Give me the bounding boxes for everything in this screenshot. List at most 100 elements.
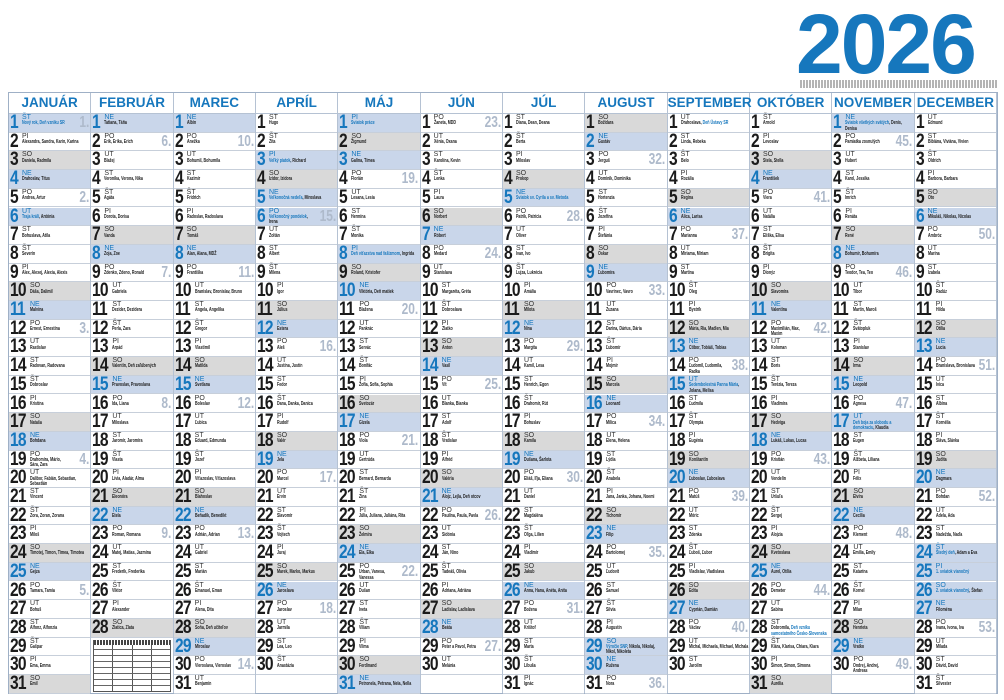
day-cell[interactable]: 20 ŠT Anabela <box>585 468 667 488</box>
day-cell[interactable]: 31 ŠT Silvester <box>914 674 996 694</box>
day-cell[interactable]: 10 ST Margaréta, Gréta <box>420 281 502 301</box>
day-cell[interactable]: 12 SO Otília <box>914 319 996 339</box>
day-cell[interactable]: 19 SO Konštantín <box>667 450 749 470</box>
day-cell[interactable]: 25 ST Frederik, Frederika <box>91 562 173 582</box>
day-cell[interactable]: 7 SO René <box>832 225 914 245</box>
day-cell[interactable]: 23 ŠT Vojtech <box>256 524 338 545</box>
day-cell[interactable]: 19 ŠT Alžbeta, Liliana <box>832 450 914 470</box>
day-cell[interactable]: 23 PO Adrián, Adrian 13. <box>173 524 255 545</box>
day-cell[interactable]: 14 PO Branislava, Bronislava 51. <box>914 356 996 376</box>
day-cell[interactable]: 4 ST Veronika, Verona, Nika <box>91 169 173 189</box>
day-cell[interactable]: 10 UT Branislav, Bronislav, Bruno <box>173 281 255 301</box>
day-cell[interactable]: 13 PO Margita 29. <box>503 337 585 358</box>
day-cell[interactable]: 21 ST Uršuľa <box>750 487 832 507</box>
day-cell[interactable]: 7 PO Marianna 37. <box>667 225 749 245</box>
day-cell[interactable]: 2 PO Anežka 10. <box>173 132 255 152</box>
day-cell[interactable]: 24 ŠT Ľuboš, Ľubor <box>667 543 749 563</box>
day-cell[interactable]: 27 PI Alexander <box>91 599 173 619</box>
day-cell[interactable]: 5 PI Laura <box>420 188 502 208</box>
day-cell[interactable]: 27 PO Jaroslav 18. <box>256 599 338 619</box>
day-cell[interactable]: 10 NE Viktória, Deň matiek <box>338 281 420 301</box>
day-cell[interactable]: 14 SO Valentín, Deň zaľúbených <box>91 356 173 376</box>
day-cell[interactable]: 2 ST Linda, Rebeka <box>667 132 749 152</box>
day-cell[interactable]: 26 UT Dušan <box>338 581 420 601</box>
day-cell[interactable]: 8 UT Marína <box>914 244 996 264</box>
day-cell[interactable]: 18 ŠT Vratislav <box>420 431 502 451</box>
day-cell[interactable]: 11 ST Dezider, Dezidera <box>91 300 173 320</box>
day-cell[interactable]: 8 SO Oskar <box>585 244 667 264</box>
day-cell[interactable]: 14 ST Radovan, Radovana <box>9 356 91 376</box>
day-cell[interactable]: 15 ST Henrich, Egon <box>503 375 585 395</box>
day-cell[interactable]: 27 ŠT Silvia <box>585 599 667 619</box>
day-cell[interactable]: 24 SO Timotej, Timon, Tímea, Timotea <box>9 543 91 563</box>
day-cell[interactable]: 1 PO Žaneta, MDD 23. <box>420 113 502 133</box>
day-cell[interactable]: 3 ŠT Oldrich <box>914 150 996 171</box>
day-cell[interactable]: 28 SO Henrieta <box>832 618 914 638</box>
day-cell[interactable]: 6 SO Norbert <box>420 207 502 227</box>
day-cell[interactable]: 17 PI Bohuslav <box>503 412 585 432</box>
day-cell[interactable]: 17 UT Ľubica <box>173 412 255 432</box>
day-cell[interactable]: 2 ŠT Berta <box>503 132 585 152</box>
day-cell[interactable]: 16 NE Leonard <box>585 394 667 414</box>
day-cell[interactable]: 26 SO Edita <box>667 581 749 601</box>
day-cell[interactable]: 2 PI Alexandra, Sandra, Karin, Karina <box>9 132 91 152</box>
day-cell[interactable]: 23 ŠT Oľga, Lilien <box>503 524 585 545</box>
day-cell[interactable]: 7 ST Bohuslava, Atila <box>9 225 91 245</box>
day-cell[interactable]: 5 PO Viera 41. <box>750 188 832 208</box>
day-cell[interactable]: 28 ŠT Viliam <box>338 618 420 638</box>
day-cell[interactable]: 17 ŠT Kornélia <box>914 412 996 432</box>
day-cell[interactable]: 29 ŠT Gašpar <box>9 637 91 657</box>
day-cell[interactable]: 25 UT Ľudovít <box>585 562 667 582</box>
day-cell[interactable]: 19 SO Judita <box>914 450 996 470</box>
day-cell[interactable]: 29 UT Milada <box>914 637 996 657</box>
day-cell[interactable]: 25 SO Jakub <box>503 562 585 582</box>
day-cell[interactable]: 31 SO Emil <box>9 674 91 694</box>
day-cell[interactable]: 19 UT Gertrúda <box>338 450 420 470</box>
day-cell[interactable]: 22 ST Slavomír <box>256 506 338 526</box>
day-cell[interactable]: 29 ST Lea, Leo <box>256 637 338 657</box>
day-cell[interactable]: 2 UT Xénia, Oxana <box>420 132 502 152</box>
day-cell[interactable]: 18 UT Elena, Helena <box>585 431 667 451</box>
day-cell[interactable]: 23 PI Miloš <box>9 524 91 545</box>
day-cell[interactable]: 13 PO Aleš 16. <box>256 337 338 358</box>
day-cell[interactable]: 1 PI Sviatok práce <box>338 113 420 133</box>
day-cell[interactable]: 27 UT Sabína <box>750 599 832 619</box>
day-cell[interactable]: 28 NE Beáta <box>420 618 502 638</box>
day-cell[interactable]: 14 UT Kamil, Lesa <box>503 356 585 376</box>
day-cell[interactable]: 19 ST Lýdia <box>585 450 667 470</box>
day-cell[interactable]: 6 PI Renáta <box>832 207 914 227</box>
day-cell[interactable]: 28 PI Augustín <box>585 618 667 638</box>
day-cell[interactable]: 24 UT Emília, Emily <box>832 543 914 563</box>
day-cell[interactable]: 17 ST Adolf <box>420 412 502 432</box>
day-cell[interactable]: 4 ŠT Lenka <box>420 169 502 189</box>
day-cell[interactable]: 16 PO Ida, Liana 8. <box>91 394 173 414</box>
day-cell[interactable]: 13 ST Servác <box>338 337 420 358</box>
day-cell[interactable]: 9 ŠT Milena <box>256 263 338 283</box>
day-cell[interactable]: 16 ŠT Drahomír, Rút <box>503 394 585 414</box>
day-cell[interactable]: 29 NE Miroslav <box>173 637 255 657</box>
day-cell[interactable]: 21 UT Ervín <box>256 487 338 507</box>
day-cell[interactable]: 17 NE Gizela <box>338 412 420 432</box>
day-cell[interactable]: 19 NE Jela <box>256 450 338 470</box>
day-cell[interactable]: 20 SO Valéria <box>420 468 502 488</box>
day-cell[interactable]: 11 PO Blažena 20. <box>338 300 420 320</box>
day-cell[interactable]: 18 PO Viola 21. <box>338 431 420 451</box>
day-cell[interactable]: 29 ST Marta <box>503 637 585 657</box>
day-cell[interactable]: 25 ŠT Tadeáš, Olívia <box>420 562 502 582</box>
day-cell[interactable]: 12 UT Pankrác <box>338 319 420 339</box>
day-cell[interactable]: 18 PI Sláva, Slávka <box>914 431 996 451</box>
day-cell[interactable]: 10 SO Slavomíra <box>750 281 832 301</box>
day-cell[interactable]: 14 NE Vasil <box>420 356 502 376</box>
day-cell[interactable]: 12 ŠT Svätopluk <box>832 319 914 339</box>
day-cell[interactable]: 1 UT Edmund <box>914 113 996 133</box>
day-cell[interactable]: 26 NE Jaroslava <box>256 581 338 601</box>
day-cell[interactable]: 16 PO Agnesa 47. <box>832 394 914 414</box>
day-cell[interactable]: 29 PO Peter a Pavol, Petra 27. <box>420 637 502 657</box>
day-cell[interactable]: 1 ST Diana, Dean, Deana <box>503 113 585 133</box>
day-cell[interactable]: 23 PO Roman, Romana 9. <box>91 524 173 545</box>
day-cell[interactable]: 1 ST Hugo <box>256 113 338 133</box>
day-cell[interactable]: 4 SO Izidor, Izidora <box>256 169 338 189</box>
day-cell[interactable]: 30 PI Šimon, Simon, Simona <box>750 655 832 675</box>
day-cell[interactable]: 15 SO Marcela <box>585 375 667 395</box>
day-cell[interactable]: 15 PI Žofia, Sofia, Sophia <box>338 375 420 395</box>
